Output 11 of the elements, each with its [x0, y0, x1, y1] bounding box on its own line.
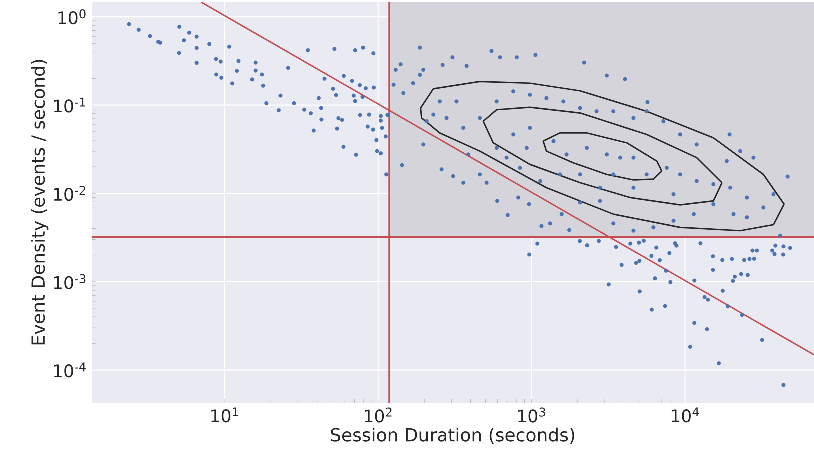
x-tick-label: 10$^{1}$ — [212, 408, 238, 423]
x-tick-label: 10$^{2}$ — [365, 408, 392, 423]
y-tick-label: 10$^{-4}$ — [54, 362, 86, 378]
x-axis-title: Session Duration (seconds) — [331, 428, 574, 444]
y-tick-label: 10$^{-3}$ — [54, 274, 86, 290]
y-tick-label: 10$^{0}$ — [58, 10, 86, 25]
y-tick-label: 10$^{-2}$ — [54, 186, 86, 202]
x-tick-label: 10$^{3}$ — [518, 408, 546, 423]
y-tick-label: 10$^{-1}$ — [54, 98, 86, 113]
y-axis-title: Event Density (events / second) — [31, 60, 49, 345]
x-tick-label: 10$^{4}$ — [672, 408, 700, 423]
